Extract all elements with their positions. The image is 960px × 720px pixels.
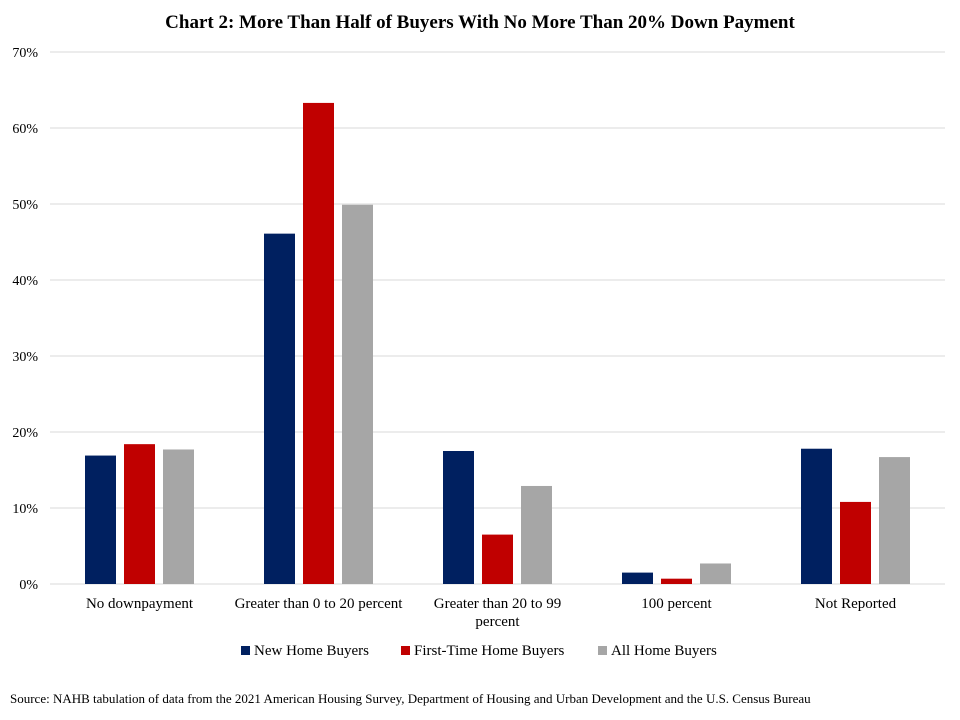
y-tick-label: 50% [12,198,38,213]
x-tick-label: 100 percent [641,596,712,612]
x-tick-label: No downpayment [86,596,194,612]
y-tick-label: 70% [12,46,38,61]
bar [521,485,552,584]
y-tick-label: 40% [12,274,38,289]
y-tick-label: 60% [12,122,38,137]
x-tick-label: Greater than 20 to 99 percent [434,596,561,630]
bar [443,451,474,584]
bar [163,449,194,584]
legend: New Home Buyers First-Time Home Buyers All… [241,643,717,659]
bar [482,534,513,584]
y-tick-label: 30% [12,350,38,365]
bar [342,204,373,584]
source-note: Source: NAHB tabulation of data from the… [10,691,811,706]
legend-label: First-Time Home Buyers [414,643,564,659]
bar [124,444,155,584]
bar [303,102,334,585]
x-tick-label: Greater than 0 to 20 percent [235,596,404,612]
bars [85,102,910,585]
bar [264,233,295,584]
bar [840,501,871,584]
legend-label: All Home Buyers [611,643,717,659]
y-tick-label: 20% [12,426,38,441]
bar [879,457,910,584]
y-tick-label: 10% [12,502,38,517]
bar [661,578,692,584]
legend-swatch [401,646,410,655]
y-tick-label: 0% [19,578,38,593]
legend-swatch [241,646,250,655]
legend-swatch [598,646,607,655]
bar [801,448,832,584]
x-axis-tick-labels: No downpayment Greater than 0 to 20 perce… [86,596,897,630]
bar [85,455,116,584]
bar [622,572,653,584]
chart-title: Chart 2: More Than Half of Buyers With N… [165,12,795,33]
x-tick-label: Not Reported [815,596,897,612]
legend-label: New Home Buyers [254,643,369,659]
y-axis-tick-labels: 0% 10% 20% 30% 40% 50% 60% 70% [12,46,38,593]
bar [700,563,731,584]
